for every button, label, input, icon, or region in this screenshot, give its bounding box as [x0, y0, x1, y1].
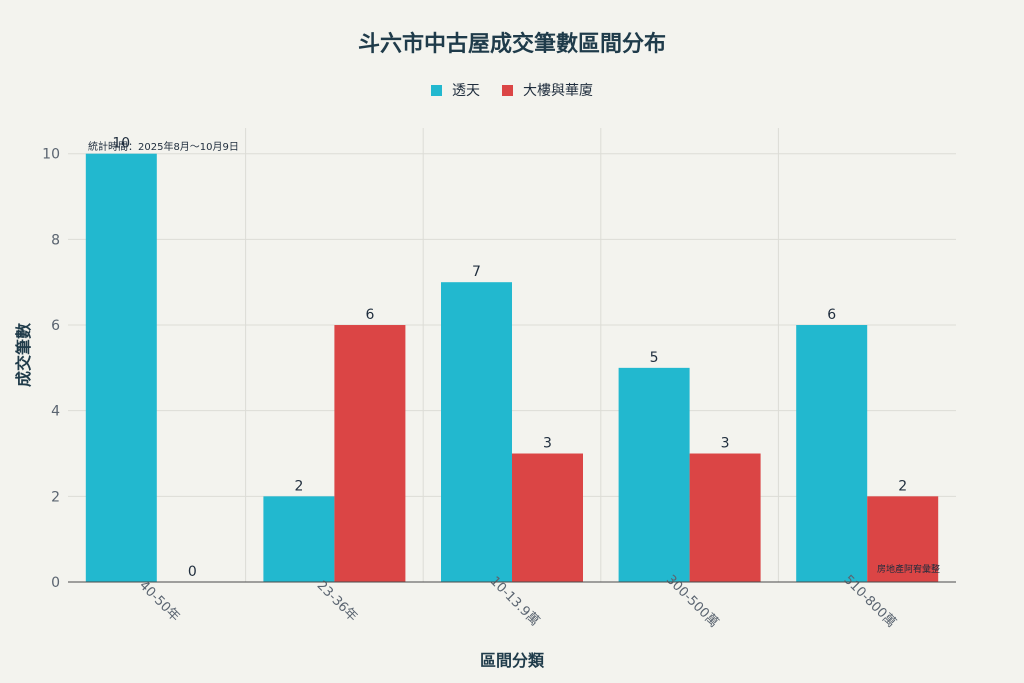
value-label-0-1: 2 — [294, 478, 303, 494]
bar-1-2 — [512, 453, 583, 582]
value-label-0-0: 10 — [112, 136, 130, 152]
y-tick-label-5: 10 — [42, 147, 60, 163]
y-tick-label-3: 6 — [51, 318, 60, 334]
bar-0-3 — [618, 367, 690, 582]
y-tick-label-1: 2 — [51, 489, 60, 505]
y-axis-label: 成交筆數 — [14, 322, 33, 388]
x-tick-label-0: 40-50年 — [136, 578, 183, 625]
chart-title: 斗六市中古屋成交筆數區間分布 — [357, 32, 666, 57]
legend: 透天 大樓與華廈 — [0, 80, 1024, 100]
value-label-1-0: 0 — [188, 564, 197, 580]
source-note: 房地產阿宥彙整 — [877, 565, 941, 575]
value-label-0-2: 7 — [472, 264, 481, 280]
value-label-0-4: 6 — [827, 307, 836, 323]
legend-item-0[interactable]: 透天 — [431, 80, 480, 100]
bar-1-3 — [689, 453, 761, 582]
value-label-1-2: 3 — [543, 436, 552, 452]
bar-0-4 — [796, 325, 868, 582]
x-tick-label-1: 23-36年 — [314, 578, 361, 625]
legend-label-1: 大樓與華廈 — [523, 83, 593, 99]
value-label-1-4: 2 — [898, 478, 907, 494]
bar-0-2 — [441, 282, 512, 582]
value-label-1-1: 6 — [365, 307, 374, 323]
y-tick-label-0: 0 — [51, 575, 60, 591]
y-tick-label-2: 4 — [51, 404, 60, 420]
y-tick-label-4: 8 — [51, 232, 60, 248]
legend-swatch-1 — [502, 84, 513, 96]
x-axis-label: 區間分類 — [479, 651, 544, 670]
legend-item-1[interactable]: 大樓與華廈 — [502, 80, 593, 100]
value-label-1-3: 3 — [721, 436, 730, 452]
legend-swatch-0 — [431, 84, 442, 96]
date-note: 統計時間：2025年8月～10月9日 — [88, 142, 239, 153]
value-label-0-3: 5 — [650, 350, 659, 366]
bar-0-0 — [85, 153, 157, 582]
legend-label-0: 透天 — [452, 83, 480, 99]
bar-1-1 — [334, 325, 406, 582]
bar-1-4 — [867, 496, 939, 582]
bar-0-1 — [263, 496, 335, 582]
